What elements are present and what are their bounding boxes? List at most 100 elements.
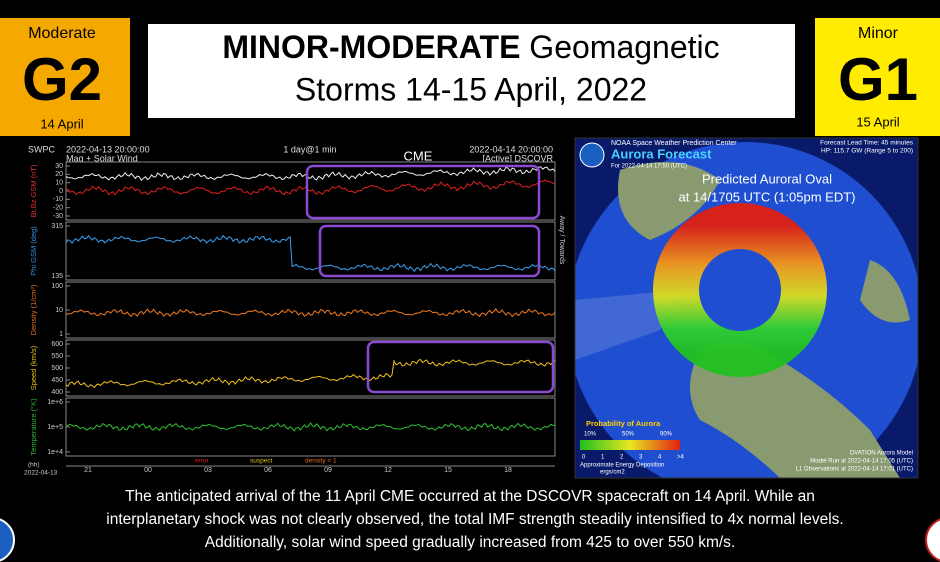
cme-label: CME	[404, 148, 433, 163]
noaa-logo	[0, 518, 15, 562]
noaa-logo	[579, 142, 605, 168]
x-tick-label: 15	[444, 467, 452, 474]
panel-frame	[65, 339, 556, 397]
prob-tick: 50%	[622, 432, 635, 438]
map-lead: Forecast Lead Time: 45 minutes	[820, 140, 914, 147]
y-tick-label: 1e+5	[47, 424, 63, 431]
x-tick-label: 12	[384, 467, 392, 474]
energy-tick: 3	[639, 455, 643, 461]
energy-tick: 2	[620, 455, 624, 461]
panel-label: Speed (km/s)	[29, 345, 38, 390]
legend-entry: suspect	[250, 458, 273, 465]
badge-level: Minor	[858, 25, 899, 42]
x-tick-label: 00	[144, 467, 152, 474]
trace	[65, 422, 556, 432]
trace	[65, 166, 556, 182]
y-tick-label: 10	[55, 180, 63, 187]
energy-tick: >4	[677, 455, 685, 461]
title-line2: Storms 14-15 April, 2022	[295, 71, 647, 107]
prob-tick: 10%	[584, 432, 597, 438]
y-tick-label: 500	[51, 365, 63, 372]
title-box	[148, 24, 795, 118]
y-tick-label: 315	[51, 223, 63, 230]
panel-label: Phi GSM (deg)	[29, 226, 38, 276]
eurasia	[618, 162, 720, 240]
plot-source: SWPC	[28, 144, 56, 154]
cme-highlight	[366, 340, 555, 394]
badge-level: Moderate	[28, 25, 96, 42]
map-valid: For 2022-04-14 17:50 (UTC)	[611, 164, 687, 170]
map-title: Aurora Forecast	[611, 146, 712, 161]
y-tick-label: 450	[51, 377, 63, 384]
trace	[65, 179, 556, 196]
y-tick-label: 20	[55, 171, 63, 178]
g2-badge	[0, 18, 130, 136]
x-date: 2022-04-13	[24, 470, 58, 477]
badge-date: 14 April	[40, 116, 83, 131]
caption-line: The anticipated arrival of the 11 April …	[125, 488, 815, 505]
y-tick-label: 1	[59, 331, 63, 338]
model-line: L1 Observations at 2022-04-14 17:01 (UTC…	[796, 467, 913, 473]
energy-tick: 0	[582, 455, 586, 461]
y-tick-label: 135	[51, 273, 63, 280]
y-tick-label: 1e+6	[47, 399, 63, 406]
energy-tick: 4	[658, 455, 662, 461]
x-tick-label: 09	[324, 467, 332, 474]
panel-label: Density (1/cm³)	[29, 284, 38, 335]
y-tick-label: 400	[51, 389, 63, 396]
panel-label: Temperature (°K)	[29, 398, 38, 456]
title-rest: Geomagnetic	[529, 29, 719, 65]
auroral-oval	[653, 203, 827, 377]
title-line1: MINOR-MODERATE Geomagnetic	[222, 29, 719, 65]
energy-label: Approximate Energy Deposition	[580, 463, 664, 469]
legend-entry: error	[195, 458, 210, 465]
prob-tick: 90%	[660, 432, 673, 438]
caption-line: interplanetary shock was not clearly obs…	[106, 511, 843, 528]
aurora-map	[575, 138, 918, 478]
x-unit: (hh)	[28, 462, 40, 469]
prob-colorbar	[580, 440, 680, 450]
y-tick-label: 100	[51, 283, 63, 290]
y-tick-label: -30	[53, 213, 63, 220]
map-callout: at 14/1705 UTC (1:05pm EDT)	[678, 189, 855, 204]
y-tick-label: 30	[55, 163, 63, 170]
side-label: Away / Towards	[558, 216, 565, 265]
greenland	[860, 260, 910, 323]
legend-entry: density < 1	[305, 458, 337, 465]
cme-highlight	[305, 164, 541, 220]
badge-date: 15 April	[856, 114, 899, 129]
plot-span: 1 day@1 min	[283, 144, 336, 154]
nws-logo	[925, 518, 940, 562]
y-tick-label: 0	[59, 188, 63, 195]
y-tick-label: -20	[53, 205, 63, 212]
map-power: HP: 115.7 GW (Range 5 to 200)	[821, 148, 913, 155]
plot-end: 2022-04-14 20:00:00	[469, 144, 553, 154]
badge-scale: G1	[838, 46, 918, 113]
plot-start: 2022-04-13 20:00:00	[66, 144, 150, 154]
caption-line: Additionally, solar wind speed gradually…	[205, 534, 735, 551]
model-line: OVATION Aurora Model	[850, 451, 913, 457]
trace	[65, 359, 556, 389]
panel-frame	[65, 221, 556, 281]
trace	[65, 308, 556, 318]
y-tick-label: 10	[55, 307, 63, 314]
map-callout: Predicted Auroral Oval	[702, 171, 832, 186]
energy-tick: 1	[601, 455, 605, 461]
panel-frame	[65, 281, 556, 339]
y-tick-label: 1e+4	[47, 449, 63, 456]
x-tick-label: 06	[264, 467, 272, 474]
panel-label: Bt,Bz GSM (nT)	[29, 164, 38, 217]
badge-scale: G2	[22, 46, 102, 113]
legend-title: Probability of Aurora	[586, 419, 661, 428]
y-tick-label: -10	[53, 196, 63, 203]
y-tick-label: 550	[51, 353, 63, 360]
plot-status: [Active] DSCOVR	[482, 153, 553, 163]
map-agency: NOAA Space Weather Prediction Center	[611, 140, 737, 147]
x-tick-label: 03	[204, 467, 212, 474]
cme-highlight	[318, 224, 541, 278]
x-tick-label: 21	[84, 467, 92, 474]
map-frame	[574, 137, 919, 479]
trace	[65, 234, 556, 273]
model-line: Model Run at 2022-04-14 17:05 (UTC)	[810, 459, 913, 465]
